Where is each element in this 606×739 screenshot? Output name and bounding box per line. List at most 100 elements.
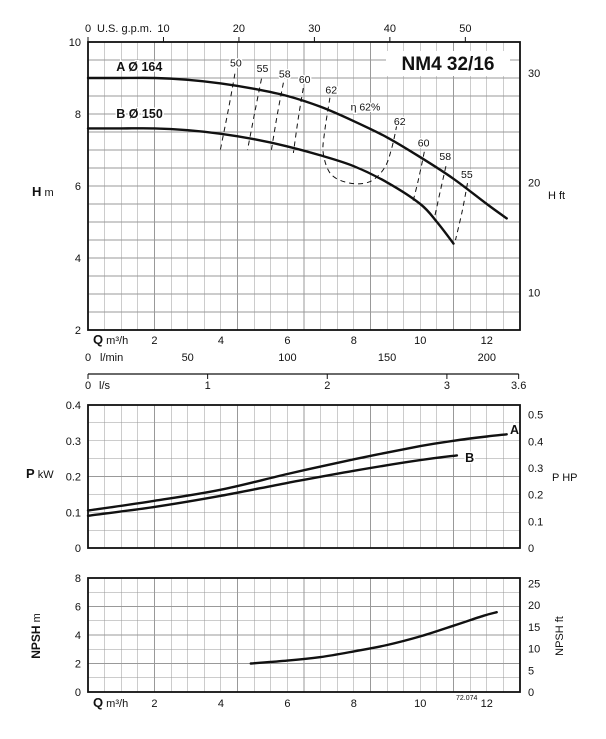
x-tick: 2 xyxy=(151,698,157,710)
x-axis-label: Q m³/h xyxy=(93,695,128,710)
y2-tick: 0.2 xyxy=(528,490,543,502)
efficiency-label: 55 xyxy=(257,63,269,75)
pump-curve-A xyxy=(86,433,508,512)
x-tick: 2 xyxy=(151,335,157,347)
plot-border xyxy=(87,404,521,549)
lmin-axis-label: l/min xyxy=(100,352,123,364)
chart-power-flow: A B 0 0.1 0.2 0.3 0.4 0 0.1 0.2 0.3 0.4 0.5 P kW P HP xyxy=(26,400,577,555)
ls-tick: 1 xyxy=(205,380,211,392)
gpm-tick: 10 xyxy=(157,23,169,35)
gpm-tick: 30 xyxy=(308,23,320,35)
ls-tick: 3 xyxy=(444,380,450,392)
y-tick: 2 xyxy=(75,325,81,337)
efficiency-label: 60 xyxy=(418,138,430,150)
lmin-tick: 150 xyxy=(378,352,396,364)
ls-tick: 2 xyxy=(324,380,330,392)
curve-label-B: B xyxy=(465,451,474,465)
y2-tick: 0.3 xyxy=(528,463,543,475)
x-tick: 12 xyxy=(481,335,493,347)
pump-curve-B xyxy=(86,127,455,245)
y-tick: 8 xyxy=(75,109,81,121)
y-tick: 2 xyxy=(75,659,81,671)
y-tick: 4 xyxy=(75,630,81,642)
gpm-tick: 0 xyxy=(85,23,91,35)
y-tick: 0.1 xyxy=(66,507,81,519)
gpm-tick: 50 xyxy=(459,23,471,35)
efficiency-line xyxy=(247,78,262,151)
efficiency-line xyxy=(433,166,447,219)
efficiency-label: 60 xyxy=(299,74,311,86)
y2-tick: 0.4 xyxy=(528,436,543,448)
y2-axis-label: NPSH ft xyxy=(554,616,566,656)
efficiency-label: η 62% xyxy=(351,102,381,114)
y-tick: 4 xyxy=(75,253,81,265)
y-tick: 10 xyxy=(69,37,81,49)
lmin-tick: 50 xyxy=(182,352,194,364)
lmin-tick: 200 xyxy=(478,352,496,364)
x-tick: 6 xyxy=(284,335,290,347)
title-backdrop xyxy=(386,51,510,76)
efficiency-label: 50 xyxy=(230,58,242,70)
y-tick: 0 xyxy=(75,543,81,555)
y-tick: 6 xyxy=(75,181,81,193)
gpm-tick: 20 xyxy=(233,23,245,35)
efficiency-label: 58 xyxy=(279,68,291,80)
y-axis-label: NPSH m xyxy=(29,613,43,659)
ls-tick: 0 xyxy=(85,380,91,392)
gpm-axis-label: U.S. g.p.m. xyxy=(97,23,152,35)
x-tick: 6 xyxy=(284,698,290,710)
curve-label-A: A xyxy=(510,423,519,437)
grid xyxy=(88,42,520,330)
y2-tick: 0 xyxy=(528,543,534,555)
x-tick: 4 xyxy=(218,335,224,347)
y-axis-label: P kW xyxy=(26,466,54,481)
y2-tick: 25 xyxy=(528,578,540,590)
y2-tick: 0.1 xyxy=(528,516,543,528)
gpm-tick: 40 xyxy=(384,23,396,35)
efficiency-label: 62 xyxy=(325,85,337,97)
y2-tick: 0.5 xyxy=(528,410,543,422)
pump-curve-B xyxy=(86,454,459,517)
y2-tick: 5 xyxy=(528,665,534,677)
pump-curve-A xyxy=(86,76,508,220)
y2-axis-label: H ft xyxy=(548,190,565,202)
x-axis-label: Q m³/h xyxy=(93,332,128,347)
efficiency-label: 55 xyxy=(461,169,473,181)
efficiency-line xyxy=(455,183,468,241)
chart-title: NM4 32/16 xyxy=(402,54,495,75)
grid xyxy=(88,578,520,692)
grid xyxy=(88,405,520,548)
lmin-tick: 0 xyxy=(85,352,91,364)
ls-axis-label: l/s xyxy=(99,380,111,392)
efficiency-line xyxy=(292,88,304,153)
drawing-number: 72.074 xyxy=(456,695,478,702)
chart-npsh-flow: 0 2 4 6 8 0 5 10 15 20 25 2 4 6 8 10 12 Q m³/h NPSH m NPSH … xyxy=(29,573,566,710)
ls-tick: 3.6 xyxy=(511,380,526,392)
x-tick: 10 xyxy=(414,698,426,710)
y-tick: 0.3 xyxy=(66,436,81,448)
x-tick: 4 xyxy=(218,698,224,710)
curve-label-B: B Ø 150 xyxy=(116,107,163,121)
curve-label-A: A Ø 164 xyxy=(116,60,162,74)
y2-tick: 30 xyxy=(528,68,540,80)
efficiency-label: 58 xyxy=(439,151,451,163)
y-axis-label: H m xyxy=(32,184,54,199)
efficiency-label: 62 xyxy=(394,116,406,128)
y2-tick: 0 xyxy=(528,687,534,699)
lmin-tick: 100 xyxy=(278,352,296,364)
x-tick: 10 xyxy=(414,335,426,347)
efficiency-line xyxy=(322,97,398,185)
y-tick: 0.2 xyxy=(66,472,81,484)
y-tick: 6 xyxy=(75,602,81,614)
x-tick: 8 xyxy=(351,698,357,710)
y2-axis-label: P HP xyxy=(552,472,577,484)
pump-curve-NPSH xyxy=(249,611,498,665)
efficiency-line xyxy=(270,82,284,151)
y2-tick: 20 xyxy=(528,178,540,190)
y2-tick: 15 xyxy=(528,622,540,634)
y2-tick: 10 xyxy=(528,644,540,656)
y2-tick: 20 xyxy=(528,600,540,612)
y2-tick: 10 xyxy=(528,287,540,299)
